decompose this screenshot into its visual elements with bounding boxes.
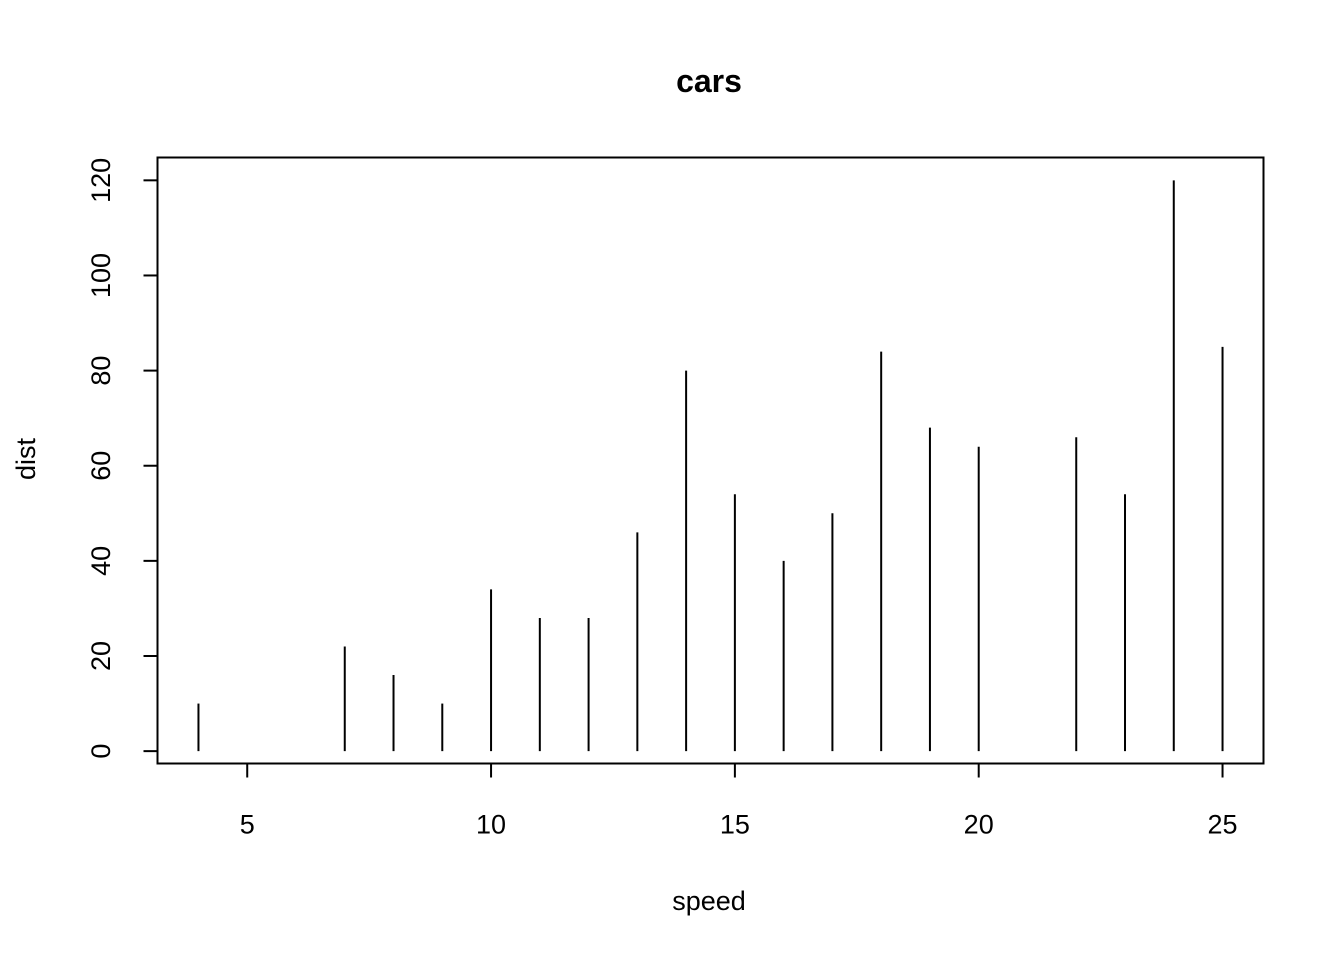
y-tick-label: 0	[86, 744, 116, 759]
y-tick-label: 60	[86, 451, 116, 481]
x-tick-label: 20	[964, 810, 994, 840]
y-tick-label: 120	[86, 158, 116, 203]
plot-frame	[156, 156, 1265, 765]
x-tick-label: 25	[1208, 810, 1238, 840]
x-axis-label: speed	[672, 886, 746, 916]
x-axis: 5 10 15 20 25	[240, 762, 1238, 840]
x-tick-label: 15	[720, 810, 750, 840]
x-tick-label: 10	[476, 810, 506, 840]
data-lines	[197, 180, 1224, 752]
y-tick-label: 100	[86, 253, 116, 298]
y-tick-label: 80	[86, 356, 116, 386]
x-tick-label: 5	[240, 810, 255, 840]
y-tick-label: 20	[86, 641, 116, 671]
y-axis-label: dist	[11, 438, 41, 481]
chart-title: cars	[676, 63, 742, 99]
y-tick-label: 40	[86, 546, 116, 576]
y-axis: 0 20 40 60 80 100 120	[86, 158, 159, 759]
